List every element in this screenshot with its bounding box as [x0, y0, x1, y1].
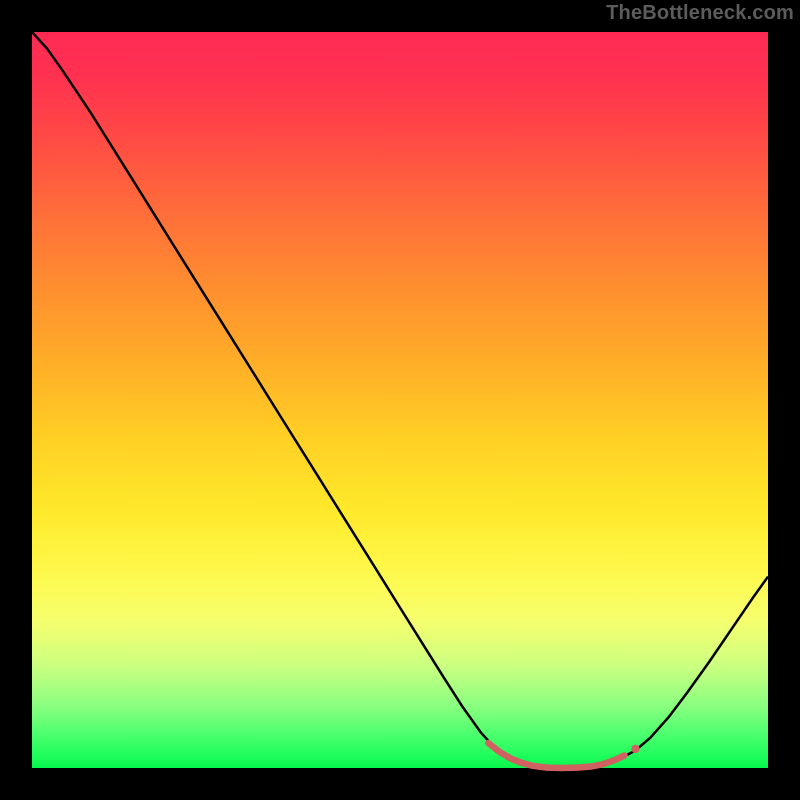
curve-highlight-end-marker: [631, 745, 639, 753]
watermark-text: TheBottleneck.com: [606, 2, 794, 25]
bottleneck-chart: [0, 0, 800, 800]
chart-background: [32, 32, 768, 768]
